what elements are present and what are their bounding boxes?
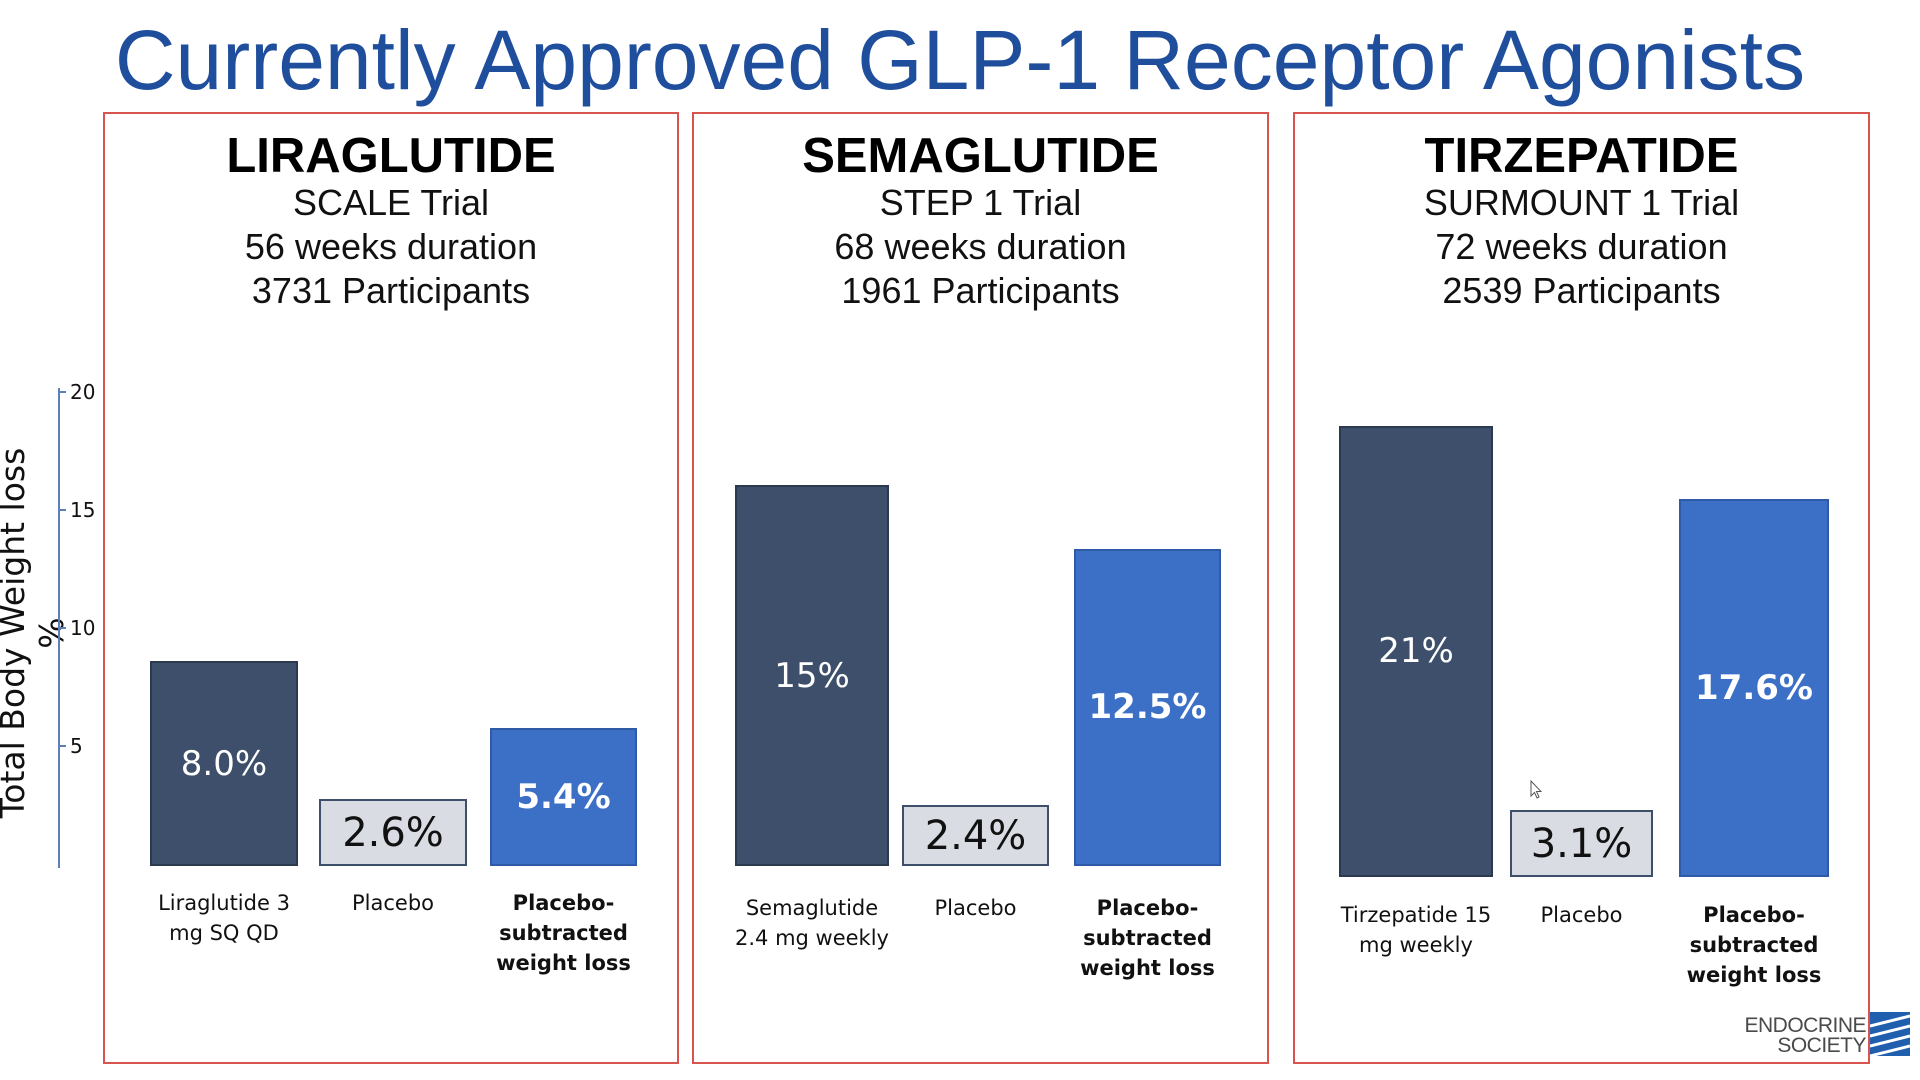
y-tick <box>58 745 66 747</box>
category-label: Semaglutide 2.4 mg weekly <box>715 893 909 953</box>
bar-placebo <box>902 805 1049 866</box>
y-tick <box>58 391 66 393</box>
category-label-line: weight loss <box>1080 956 1215 980</box>
category-label-line: 2.4 mg weekly <box>735 926 889 950</box>
panel-duration: 72 weeks duration <box>1435 226 1728 267</box>
endocrine-society-logo: ENDOCRINE SOCIETY <box>1744 1010 1914 1060</box>
panel-participants: 2539 Participants <box>1442 270 1721 311</box>
panel-tirzepatide: TIRZEPATIDE SURMOUNT 1 Trial 72 weeks du… <box>1293 112 1870 1064</box>
panel-drug-name: SEMAGLUTIDE <box>802 129 1159 183</box>
endocrine-society-mark-icon <box>1870 1012 1910 1056</box>
bar-drug <box>735 485 889 866</box>
category-label-line: Liraglutide 3 <box>158 891 290 915</box>
panel-drug-name: LIRAGLUTIDE <box>226 129 556 183</box>
panel-trial: STEP 1 Trial <box>879 182 1082 223</box>
logo-text-line1: ENDOCRINE <box>1744 1014 1866 1037</box>
panel-drug-name: TIRZEPATIDE <box>1424 129 1739 183</box>
bar-value-label: 2.6% <box>342 809 444 856</box>
logo-text-line2: SOCIETY <box>1777 1034 1866 1057</box>
bar-value-label: 5.4% <box>516 776 611 817</box>
category-label-line: Semaglutide <box>745 896 879 920</box>
panel-trial: SCALE Trial <box>292 182 490 223</box>
category-label-line: weight loss <box>496 951 631 975</box>
y-tick <box>58 509 66 511</box>
category-label: Placebo <box>299 888 487 918</box>
slide-title: Currently Approved GLP-1 Receptor Agonis… <box>114 13 1806 107</box>
bar-value-label: 12.5% <box>1088 687 1207 728</box>
category-label: Placebo-subtracted weight loss <box>470 888 657 978</box>
category-label: Placebo <box>882 893 1069 923</box>
category-label-line: Placebo <box>351 891 434 915</box>
bar-subtracted <box>1074 548 1221 866</box>
category-label-line: subtracted <box>1689 933 1819 957</box>
category-label-line: Tirzepatide 15 <box>1340 903 1492 927</box>
mouse-cursor-icon <box>1530 780 1542 799</box>
panel-duration: 56 weeks duration <box>244 226 538 267</box>
bar-value-label: 3.1% <box>1530 820 1633 867</box>
category-label-line: subtracted <box>499 921 628 945</box>
category-label-line: Placebo <box>934 896 1017 920</box>
category-label-line: Placebo- <box>1096 896 1199 920</box>
bar-subtracted <box>1679 498 1829 877</box>
panel-liraglutide: LIRAGLUTIDE SCALE Trial 56 weeks duratio… <box>103 112 679 1064</box>
category-label: Tirzepatide 15 mg weekly <box>1319 900 1513 960</box>
bar-placebo <box>1510 810 1653 877</box>
y-tick-label: 15 <box>70 498 96 522</box>
panel-participants: 3731 Participants <box>251 270 531 311</box>
category-label-line: Placebo- <box>512 891 615 915</box>
category-label: Placebo-subtracted weight loss <box>1659 900 1849 990</box>
bar-placebo <box>319 799 467 866</box>
category-label-line: subtracted <box>1083 926 1212 950</box>
category-label: Placebo <box>1490 900 1673 930</box>
bar-value-label: 21% <box>1378 631 1454 672</box>
y-tick-label: 20 <box>70 380 96 404</box>
y-tick <box>58 627 66 629</box>
bar-value-label: 17.6% <box>1695 667 1813 708</box>
panel-participants: 1961 Participants <box>841 270 1120 311</box>
bar-value-label: 8.0% <box>180 743 268 784</box>
category-label-line: weight loss <box>1686 963 1822 987</box>
bar-value-label: 15% <box>774 655 850 696</box>
y-tick-label: 10 <box>70 616 96 640</box>
bar-drug <box>1339 425 1493 877</box>
y-axis-label: Total Body Weight loss % <box>0 447 71 819</box>
category-label-line: mg weekly <box>1359 933 1473 957</box>
panel-trial: SURMOUNT 1 Trial <box>1423 182 1740 223</box>
y-tick-label: 5 <box>70 734 83 758</box>
panel-semaglutide: SEMAGLUTIDE STEP 1 Trial 68 weeks durati… <box>692 112 1269 1064</box>
panel-duration: 68 weeks duration <box>834 226 1127 267</box>
bar-subtracted <box>490 727 637 866</box>
category-label: Placebo-subtracted weight loss <box>1054 893 1241 983</box>
category-label-line: Placebo <box>1540 903 1623 927</box>
bar-drug <box>150 661 298 866</box>
category-label: Liraglutide 3 mg SQ QD <box>130 888 318 948</box>
bar-value-label: 2.4% <box>924 812 1027 859</box>
category-label-line: mg SQ QD <box>169 921 279 945</box>
category-label-line: Placebo- <box>1703 903 1805 927</box>
